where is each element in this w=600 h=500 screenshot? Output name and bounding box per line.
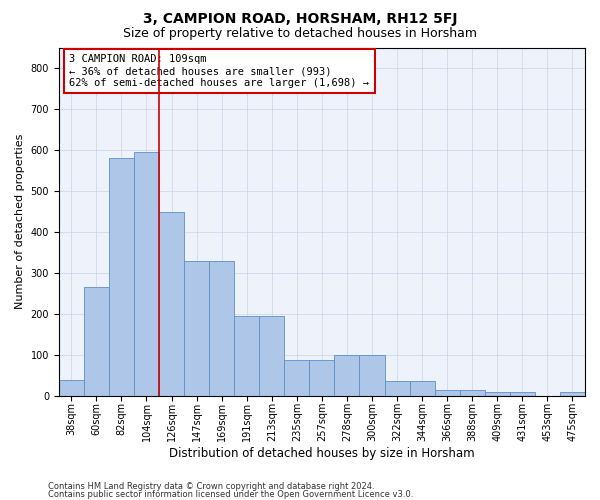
Bar (560, 392, 585, 396)
Text: Size of property relative to detached houses in Horsham: Size of property relative to detached ho… (123, 28, 477, 40)
Bar (485, 392, 510, 396)
Bar (259, 316, 284, 396)
Text: Contains HM Land Registry data © Crown copyright and database right 2024.: Contains HM Land Registry data © Crown c… (48, 482, 374, 491)
Bar (284, 360, 310, 396)
Bar (159, 212, 184, 396)
Text: Contains public sector information licensed under the Open Government Licence v3: Contains public sector information licen… (48, 490, 413, 499)
Y-axis label: Number of detached properties: Number of detached properties (15, 134, 25, 310)
Bar (234, 316, 259, 396)
Bar (385, 382, 410, 396)
Bar (109, 158, 134, 396)
Bar (434, 390, 460, 396)
Bar (84, 287, 109, 396)
Bar (334, 354, 359, 396)
Text: 3, CAMPION ROAD, HORSHAM, RH12 5FJ: 3, CAMPION ROAD, HORSHAM, RH12 5FJ (143, 12, 457, 26)
Text: 3 CAMPION ROAD: 109sqm
← 36% of detached houses are smaller (993)
62% of semi-de: 3 CAMPION ROAD: 109sqm ← 36% of detached… (70, 54, 370, 88)
Bar (134, 152, 159, 396)
Bar (410, 382, 434, 396)
Bar (460, 390, 485, 396)
Bar (184, 262, 209, 396)
Bar (59, 380, 84, 396)
X-axis label: Distribution of detached houses by size in Horsham: Distribution of detached houses by size … (169, 447, 475, 460)
Bar (359, 354, 385, 396)
Bar (310, 360, 334, 396)
Bar (510, 392, 535, 396)
Bar (209, 262, 234, 396)
